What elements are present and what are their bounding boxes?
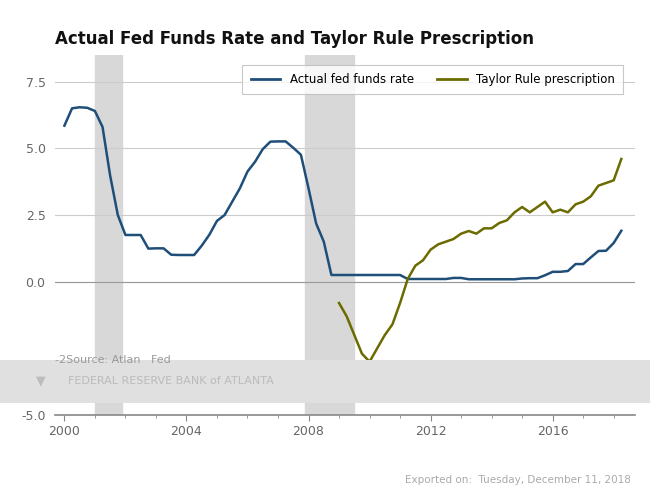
Text: Exported on:  Tuesday, December 11, 2018: Exported on: Tuesday, December 11, 2018 <box>404 475 630 485</box>
Bar <box>95 55 122 415</box>
Bar <box>306 55 354 415</box>
Text: FEDERAL RESERVE BANK of ATLANTA: FEDERAL RESERVE BANK of ATLANTA <box>68 376 274 386</box>
Text: ▼: ▼ <box>36 375 45 388</box>
Text: Actual Fed Funds Rate and Taylor Rule Prescription: Actual Fed Funds Rate and Taylor Rule Pr… <box>55 30 534 48</box>
Text: -2Source: Atlan   Fed: -2Source: Atlan Fed <box>55 355 171 365</box>
Legend: Actual fed funds rate, Taylor Rule prescription: Actual fed funds rate, Taylor Rule presc… <box>242 64 623 94</box>
